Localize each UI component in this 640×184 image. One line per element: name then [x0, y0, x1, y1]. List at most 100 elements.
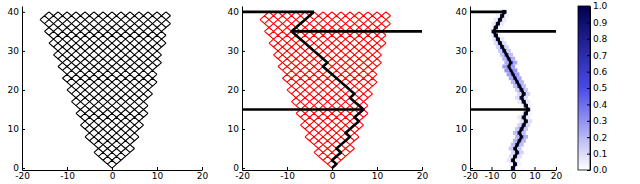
- lattice-edges: [94, 149, 135, 153]
- tick-label: 20: [228, 85, 240, 95]
- lattice-edges: [54, 51, 162, 55]
- tick-label: 0: [330, 171, 336, 181]
- tick-label: -10: [280, 171, 295, 181]
- tick: 0.1: [587, 149, 607, 159]
- tick: 0.5: [587, 83, 607, 93]
- tick-label: 10: [8, 124, 20, 134]
- tick-label: 20: [456, 85, 468, 95]
- tick: 0: [233, 163, 245, 173]
- tick-label: 1.0: [593, 1, 608, 11]
- tick-label: 40: [228, 7, 240, 17]
- tick-label: 0.6: [593, 67, 608, 77]
- lattice-edges: [283, 74, 378, 78]
- heatmap-cell: [519, 80, 523, 84]
- tick-label: 10: [372, 171, 384, 181]
- lattice-edges: [278, 59, 382, 63]
- heatmap-cell: [519, 150, 523, 154]
- lattice-edges: [314, 145, 355, 149]
- tick: 0: [511, 167, 517, 181]
- tick-mark: [587, 137, 590, 138]
- lattice-edges: [269, 39, 386, 43]
- tick-mark: [556, 167, 557, 170]
- heatmap-cell: [509, 76, 513, 80]
- heatmap-cell: [511, 80, 515, 84]
- axis-line: [22, 7, 23, 171]
- heatmap-cell: [489, 33, 493, 37]
- lattice-edges: [72, 98, 149, 102]
- tick-mark: [587, 104, 590, 105]
- heatmap-cell: [517, 147, 521, 151]
- tick-mark: [22, 90, 25, 91]
- lattice-edges: [287, 82, 377, 86]
- lattice-edges: [49, 35, 166, 39]
- tick-mark: [22, 129, 25, 130]
- lattice-edges: [314, 149, 355, 153]
- lattice-edges: [274, 51, 382, 55]
- heatmap-cell: [496, 14, 500, 18]
- lattice-edges: [72, 94, 153, 98]
- heatmap-cell: [515, 96, 519, 100]
- heatmap-cell: [513, 61, 517, 65]
- tick-label: 30: [456, 46, 468, 56]
- heatmap-cell: [528, 111, 532, 115]
- axis: 010203040: [228, 7, 245, 174]
- horizontal-line: [242, 11, 314, 14]
- tick-mark: [22, 12, 25, 13]
- tick: 20: [197, 167, 209, 181]
- axis: 010203040: [8, 7, 25, 174]
- tick: -10: [280, 167, 295, 181]
- tick: 0.3: [587, 116, 607, 126]
- heatmap-cell: [517, 115, 521, 119]
- lattice-edges: [81, 125, 144, 129]
- lattice-edges: [76, 109, 148, 113]
- lattice-edges: [292, 98, 369, 102]
- heatmap-cell: [489, 26, 493, 30]
- axis: 0.00.10.20.30.40.50.60.70.80.91.0: [587, 1, 608, 175]
- axis-line: [590, 7, 591, 171]
- tick: 40: [456, 7, 473, 17]
- heatmap-cell: [511, 57, 515, 61]
- heatmap-cell: [517, 162, 521, 166]
- heatmap-cell: [524, 127, 528, 131]
- tick-label: -10: [60, 171, 75, 181]
- lattice-edges: [85, 133, 139, 137]
- lattice-edges: [260, 16, 391, 20]
- axis-line: [470, 7, 471, 171]
- tick-mark: [587, 121, 590, 122]
- tick-mark: [470, 168, 473, 169]
- lattice-edges: [314, 152, 350, 156]
- heatmap-cell: [507, 49, 511, 53]
- tick-label: 0.2: [593, 133, 607, 143]
- lattice-edges: [99, 156, 126, 160]
- tick: 0.7: [587, 51, 607, 61]
- tick-mark: [332, 167, 333, 170]
- lattice-edges: [287, 86, 373, 90]
- lattice-edges: [85, 137, 139, 141]
- tick-label: 10: [456, 124, 468, 134]
- lattice-edges: [40, 20, 171, 24]
- heatmap-cell: [519, 143, 523, 147]
- heatmap-cell: [515, 72, 519, 76]
- tick-mark: [112, 167, 113, 170]
- heatmap-cell: [513, 139, 517, 143]
- heatmap-cell: [526, 115, 530, 119]
- tick-mark: [470, 12, 473, 13]
- heatmap-cell: [517, 100, 521, 104]
- tick-label: 0.1: [593, 149, 607, 159]
- lattice-edges: [94, 145, 135, 149]
- tick: 20: [417, 167, 429, 181]
- panel: -20-1001020010203040: [8, 7, 209, 182]
- lattice-edges: [103, 160, 121, 164]
- tick-mark: [587, 39, 590, 40]
- heatmap-cell: [524, 88, 528, 92]
- axis: -20-1001020: [235, 167, 428, 181]
- heatmap-cell: [515, 88, 519, 92]
- heatmap-cell: [498, 49, 502, 53]
- horizontal-line: [470, 108, 528, 111]
- tick-mark: [67, 167, 68, 170]
- heatmap-cell: [509, 147, 513, 151]
- heatmap-cell: [509, 53, 513, 57]
- heatmap-cell: [517, 154, 521, 158]
- heatmap-cell: [526, 92, 530, 96]
- tick: 0.6: [587, 67, 608, 77]
